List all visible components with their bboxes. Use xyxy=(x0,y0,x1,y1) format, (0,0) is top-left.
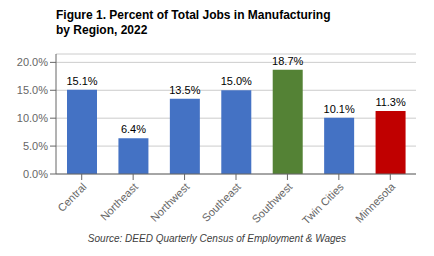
svg-text:Northeast: Northeast xyxy=(98,180,140,222)
svg-text:0.0%: 0.0% xyxy=(23,168,48,180)
html-text:Figure 1. Percent of Total Job: Figure 1. Percent of Total Jobs in Manuf… xyxy=(56,8,331,22)
svg-text:Northwest: Northwest xyxy=(148,180,192,224)
svg-text:13.5%: 13.5% xyxy=(169,84,200,96)
svg-text:15.1%: 15.1% xyxy=(66,75,97,87)
svg-text:Minnesota: Minnesota xyxy=(353,180,398,225)
svg-text:20.0%: 20.0% xyxy=(17,56,48,68)
svg-text:6.4%: 6.4% xyxy=(121,123,146,135)
svg-text:15.0%: 15.0% xyxy=(17,84,48,96)
svg-text:10.0%: 10.0% xyxy=(17,112,48,124)
html-text:Source: DEED Quarterly Census: Source: DEED Quarterly Census of Employm… xyxy=(87,233,347,244)
svg-text:5.0%: 5.0% xyxy=(23,140,48,152)
svg-text:Southwest: Southwest xyxy=(250,180,295,225)
svg-text:10.1%: 10.1% xyxy=(324,103,355,115)
svg-text:11.3%: 11.3% xyxy=(375,96,406,108)
svg-text:15.0%: 15.0% xyxy=(221,75,252,87)
svg-text:18.7%: 18.7% xyxy=(272,55,303,67)
svg-text:Twin Cities: Twin Cities xyxy=(300,180,346,226)
html-text:by Region, 2022: by Region, 2022 xyxy=(56,23,148,37)
svg-text:Southeast: Southeast xyxy=(199,180,243,224)
svg-text:Central: Central xyxy=(55,180,89,214)
